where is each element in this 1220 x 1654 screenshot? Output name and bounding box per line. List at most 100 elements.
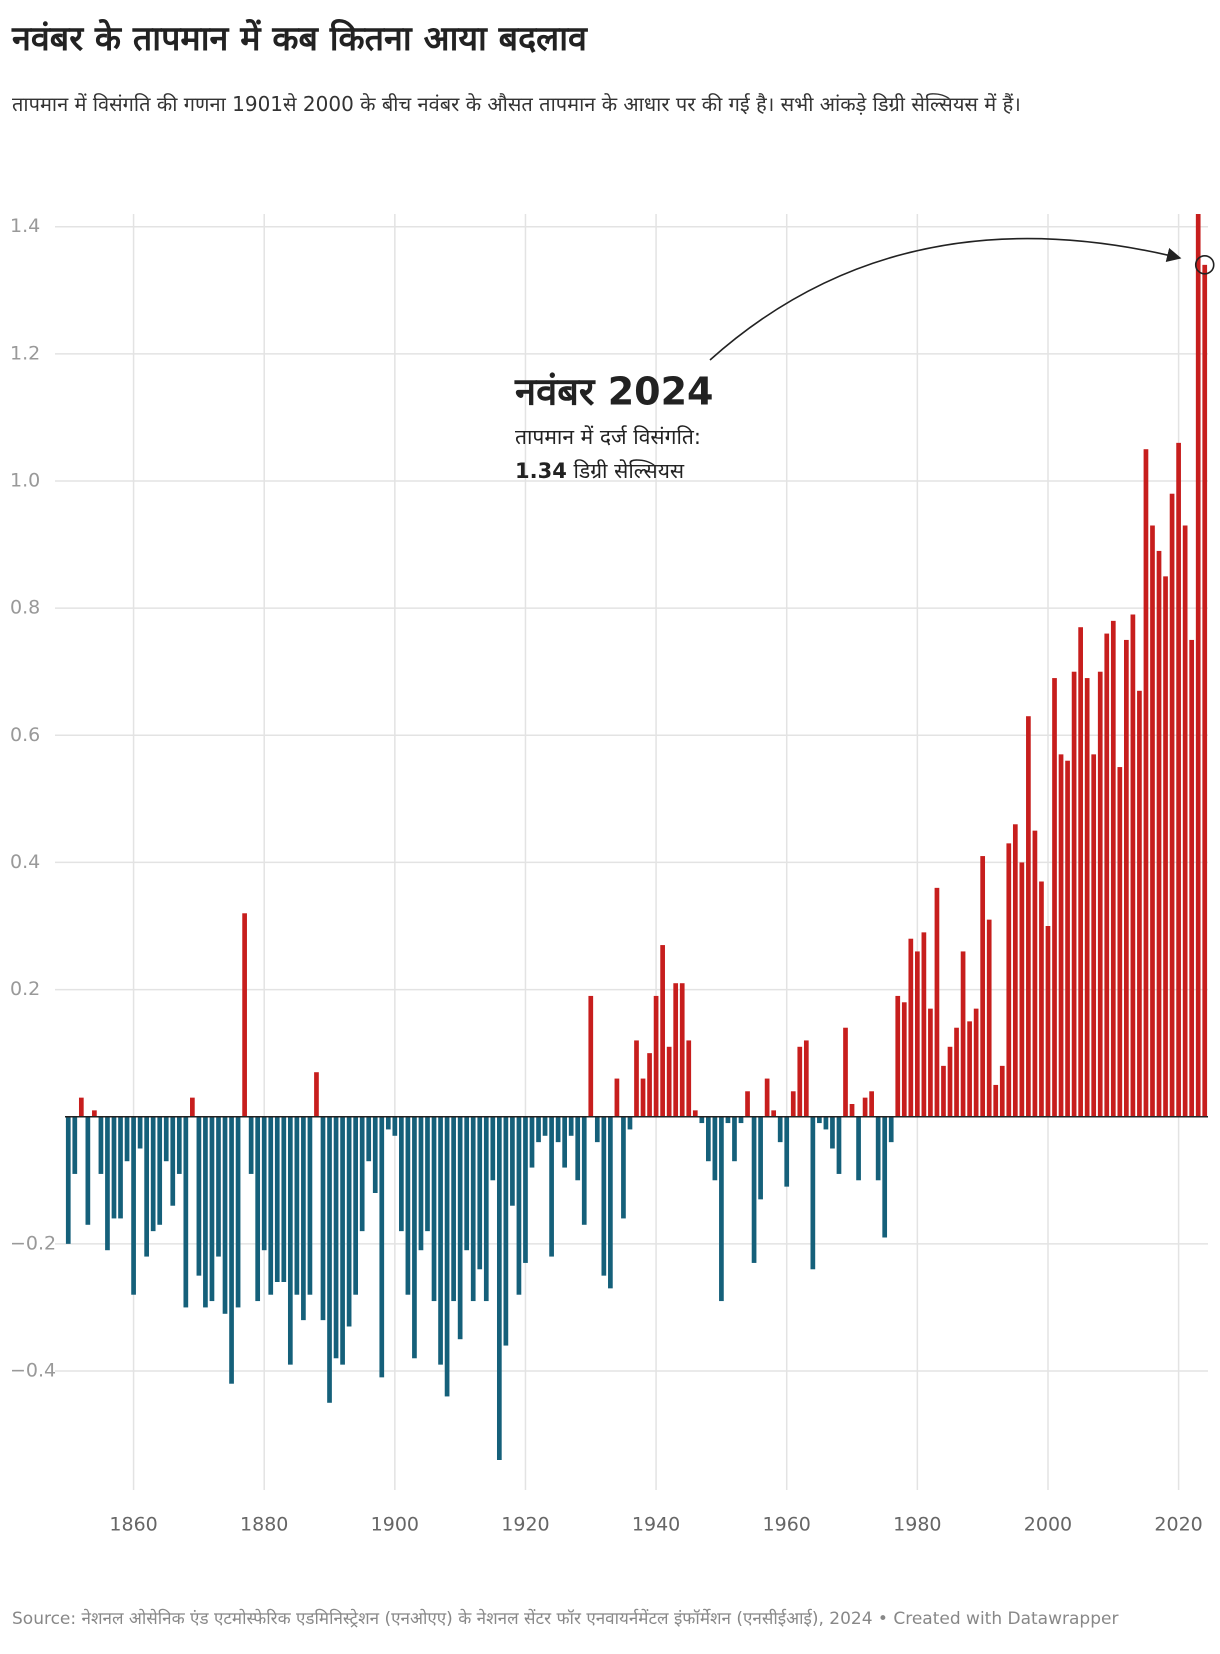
bar (712, 1116, 718, 1181)
bar (640, 1078, 646, 1117)
bar (764, 1078, 770, 1117)
bar (1039, 881, 1044, 1117)
bar (268, 1116, 274, 1295)
bar (790, 1091, 796, 1117)
bar (836, 1116, 842, 1174)
bar (98, 1116, 104, 1174)
bar (575, 1116, 581, 1181)
bar (1058, 754, 1064, 1117)
y-tick-label: 0.2 (10, 978, 40, 1000)
bar (451, 1116, 456, 1302)
bar (496, 1116, 502, 1460)
bar (797, 1046, 803, 1117)
x-tick-label: 1920 (501, 1514, 549, 1536)
bar (751, 1116, 757, 1263)
bar (1150, 525, 1155, 1117)
bar (320, 1116, 326, 1321)
bar (745, 1091, 750, 1117)
x-tick-label: 1960 (763, 1514, 811, 1536)
y-tick-label: 0.6 (10, 724, 40, 746)
y-tick-label: 1.2 (10, 342, 40, 364)
bar (503, 1116, 509, 1346)
bar (65, 1116, 71, 1244)
bar (1124, 639, 1129, 1117)
bar (438, 1116, 443, 1365)
bar (973, 1008, 979, 1117)
bar (673, 983, 679, 1117)
bar (921, 932, 927, 1117)
bar (901, 1002, 907, 1117)
bar (333, 1116, 339, 1359)
bar (634, 1040, 639, 1117)
bar (614, 1078, 620, 1117)
bar (980, 856, 986, 1117)
bar (301, 1116, 306, 1321)
bar (719, 1116, 724, 1302)
bar (1117, 767, 1123, 1117)
bar (934, 887, 940, 1117)
bar (222, 1116, 228, 1314)
bar (444, 1116, 450, 1397)
bar (1202, 264, 1208, 1117)
bar (666, 1046, 672, 1117)
bar (817, 1116, 822, 1124)
bar (1012, 824, 1018, 1117)
bar (686, 1040, 692, 1117)
x-tick-label: 1880 (240, 1514, 288, 1536)
bar (124, 1116, 130, 1162)
bar (1163, 576, 1168, 1117)
chart-source: Source: नेशनल ओसेनिक एंड एटमोस्फेरिक एडम… (12, 1609, 1119, 1629)
bar (738, 1116, 744, 1124)
bar (1137, 690, 1142, 1117)
bar (862, 1097, 868, 1117)
bar (856, 1116, 861, 1181)
bar (647, 1053, 652, 1117)
bar (242, 913, 247, 1117)
bar (490, 1116, 496, 1181)
bar (412, 1116, 417, 1359)
bar (294, 1116, 300, 1295)
bar (372, 1116, 378, 1193)
bar (346, 1116, 352, 1327)
bar (248, 1116, 254, 1174)
bar (986, 919, 992, 1117)
bar (967, 1021, 972, 1117)
bar (418, 1116, 424, 1251)
bar (425, 1116, 430, 1232)
bar (594, 1116, 600, 1143)
bar (379, 1116, 385, 1378)
bar (1156, 550, 1162, 1117)
bar (235, 1116, 241, 1308)
bar (830, 1116, 835, 1149)
bar (196, 1116, 202, 1276)
y-tick-label: 0.8 (10, 597, 40, 619)
bar (725, 1116, 731, 1124)
bar (875, 1116, 881, 1181)
annotation-title: नवंबर 2024 (514, 370, 713, 414)
bar (137, 1116, 143, 1149)
bar (510, 1116, 515, 1206)
bar (601, 1116, 607, 1276)
bar (810, 1116, 816, 1270)
bar (1065, 760, 1070, 1117)
bar (163, 1116, 169, 1162)
bar (954, 1027, 959, 1117)
chart-subtitle: तापमान में विसंगति की गणना 1901से 2000 क… (12, 92, 1021, 116)
bar (72, 1116, 78, 1174)
bar (843, 1027, 848, 1117)
bar (699, 1116, 705, 1124)
annotation-value: 1.34 (515, 459, 567, 483)
bar (399, 1116, 404, 1232)
bar (928, 1008, 933, 1117)
chart: −0.4 −0.2 0.2 0.4 0.6 0.8 1.0 1.2 1.4 1860 1880 190… (10, 214, 1215, 1536)
bar (1045, 926, 1051, 1117)
bar (542, 1116, 548, 1136)
bar (1110, 620, 1116, 1117)
bar (1104, 633, 1110, 1117)
bar (457, 1116, 463, 1340)
bar (483, 1116, 489, 1302)
bar (150, 1116, 156, 1232)
bar (1078, 627, 1083, 1117)
annotation-text: 1.34 डिग्री सेल्सियस (515, 459, 685, 483)
bar (999, 1065, 1005, 1117)
